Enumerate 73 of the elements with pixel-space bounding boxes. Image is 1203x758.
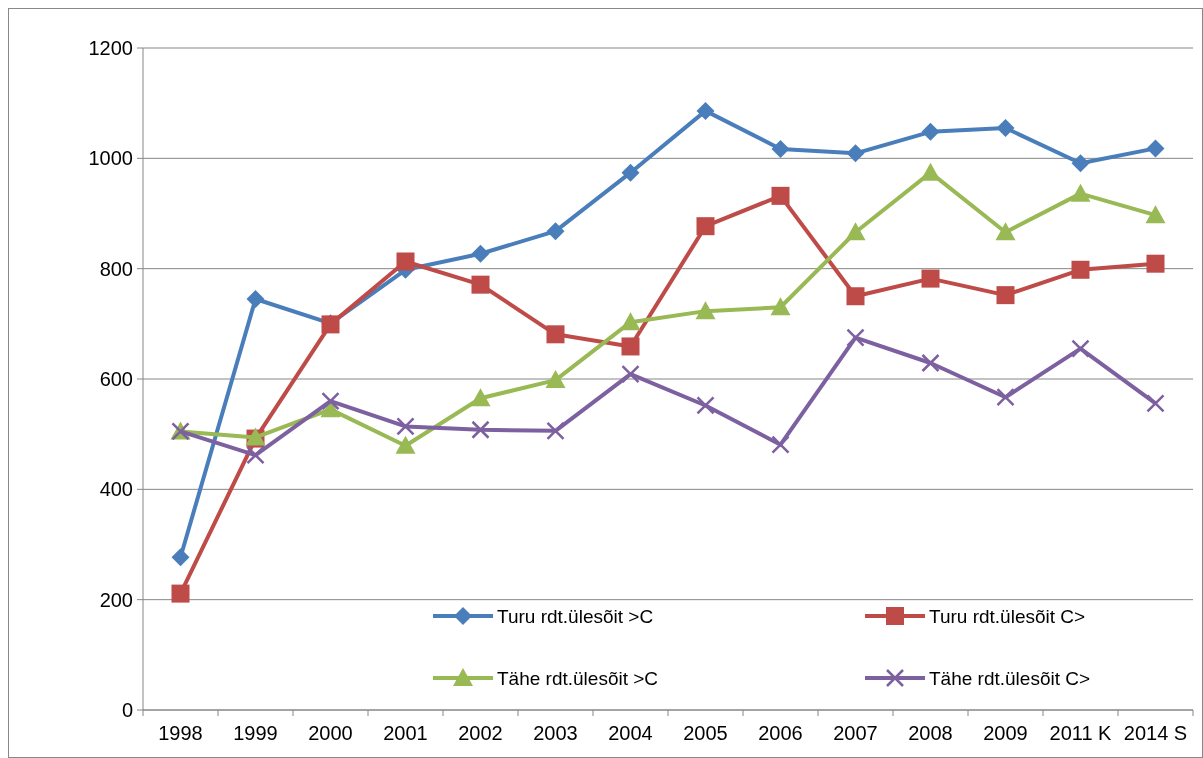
point xyxy=(996,286,1015,305)
point xyxy=(396,417,415,436)
x-tick-label: 2003 xyxy=(533,722,578,744)
x-tick-label: 2008 xyxy=(908,722,953,744)
point xyxy=(995,222,1016,241)
point xyxy=(471,420,490,439)
x-tick-label: 2005 xyxy=(683,722,728,744)
point xyxy=(845,222,866,241)
y-tick-label: 800 xyxy=(99,257,133,280)
point xyxy=(1145,205,1166,224)
point xyxy=(545,370,566,389)
point xyxy=(246,445,265,465)
x-tick-label: 2001 xyxy=(383,722,428,744)
legend-label: Turu rdt.ülesõit C> xyxy=(929,605,1086,627)
point xyxy=(770,297,791,316)
point xyxy=(695,301,716,320)
point xyxy=(846,144,865,163)
point xyxy=(621,364,640,384)
y-tick-label: 0 xyxy=(121,699,133,721)
point xyxy=(771,435,790,454)
point xyxy=(621,163,640,182)
x-tick-label: 2006 xyxy=(758,722,803,744)
point xyxy=(1070,183,1091,202)
y-tick-label: 200 xyxy=(99,588,133,611)
point xyxy=(846,328,865,347)
legend-label: Tähe rdt.ülesõit C> xyxy=(929,667,1091,689)
legend-label: Tähe rdt.ülesõit >C xyxy=(497,667,659,689)
point xyxy=(696,101,715,120)
x-tick-label: 2000 xyxy=(308,722,353,744)
point xyxy=(395,435,416,454)
point xyxy=(620,312,641,331)
legend-label: Turu rdt.ülesõit >C xyxy=(497,605,654,627)
point xyxy=(846,287,865,306)
x-tick-label: 2011 K xyxy=(1049,722,1113,744)
point xyxy=(771,139,790,158)
x-tick-label: 2009 xyxy=(983,722,1028,744)
x-tick-label: 2004 xyxy=(608,722,653,744)
point xyxy=(921,353,940,373)
y-tick-label: 1000 xyxy=(88,147,133,170)
point xyxy=(471,275,490,294)
point xyxy=(546,222,565,241)
y-tick-label: 600 xyxy=(99,368,133,390)
point xyxy=(696,217,715,236)
y-tick-label: 1200 xyxy=(88,37,133,59)
point xyxy=(321,391,340,411)
point xyxy=(171,548,190,567)
point xyxy=(1146,254,1165,273)
point xyxy=(396,252,415,271)
point xyxy=(546,325,565,344)
point xyxy=(920,162,941,181)
point xyxy=(771,186,790,205)
point xyxy=(921,122,940,141)
point xyxy=(921,269,940,288)
y-tick-label: 400 xyxy=(99,478,133,501)
x-tick-label: 2014 S xyxy=(1123,722,1188,744)
x-tick-label: 2002 xyxy=(458,722,503,744)
point xyxy=(1071,260,1090,279)
point xyxy=(696,396,715,415)
x-tick-label: 2007 xyxy=(833,722,878,744)
point xyxy=(996,118,1015,137)
point xyxy=(1146,139,1165,158)
x-tick-label: 1999 xyxy=(233,722,278,744)
x-tick-label: 1998 xyxy=(158,722,203,744)
point xyxy=(171,584,190,603)
point xyxy=(996,387,1015,407)
point xyxy=(471,244,490,263)
point xyxy=(1071,154,1090,173)
point xyxy=(1071,339,1090,358)
point xyxy=(546,421,565,441)
point xyxy=(470,388,491,407)
point xyxy=(1146,394,1165,413)
point xyxy=(621,337,640,356)
point xyxy=(246,290,265,309)
